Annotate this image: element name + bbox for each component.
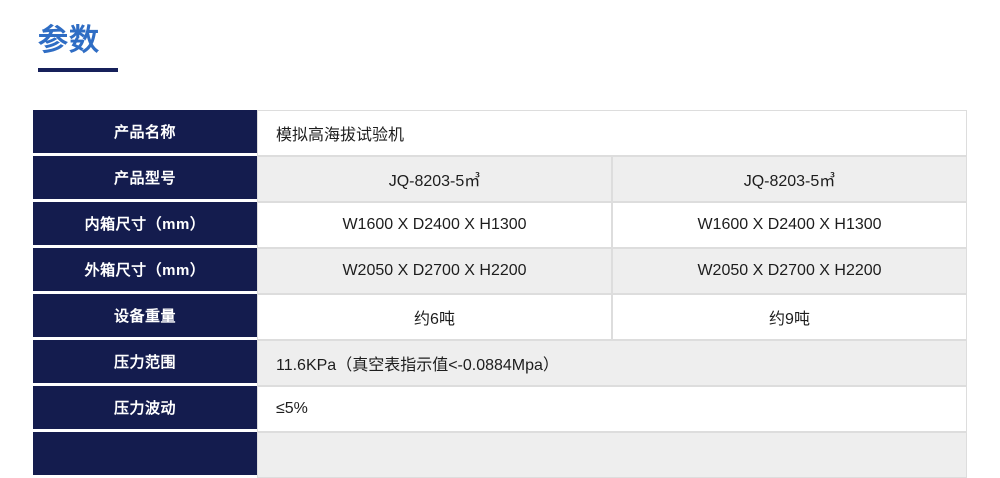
table-row: 压力范围 11.6KPa（真空表指示值<-0.0884Mpa） (33, 340, 967, 386)
row-value: ≤5% (257, 386, 967, 432)
table-row: 设备重量 约6吨 约9吨 (33, 294, 967, 340)
row-value: 模拟高海拔试验机 (257, 110, 967, 156)
row-label: 压力波动 (33, 386, 257, 432)
row-value: 11.6KPa（真空表指示值<-0.0884Mpa） (257, 340, 967, 386)
row-label: 内箱尺寸（mm） (33, 202, 257, 248)
row-label: 产品型号 (33, 156, 257, 202)
row-value: 约9吨 (612, 294, 967, 340)
row-label: 压力范围 (33, 340, 257, 386)
table-row: 内箱尺寸（mm） W1600 X D2400 X H1300 W1600 X D24… (33, 202, 967, 248)
row-value: W1600 X D2400 X H1300 (612, 202, 967, 248)
title-underline (38, 68, 118, 72)
row-value: W2050 X D2700 X H2200 (257, 248, 612, 294)
row-value (257, 432, 967, 478)
parameters-table-container: 产品名称 模拟高海拔试验机 产品型号 JQ-8203-5㎥ JQ-8203-5㎥ 内箱尺寸… (33, 110, 967, 478)
page-title: 参数 (38, 24, 100, 57)
row-value: JQ-8203-5㎥ (612, 156, 967, 202)
row-value: W1600 X D2400 X H1300 (257, 202, 612, 248)
table-row: 产品型号 JQ-8203-5㎥ JQ-8203-5㎥ (33, 156, 967, 202)
row-label: 设备重量 (33, 294, 257, 340)
row-value: W2050 X D2700 X H2200 (612, 248, 967, 294)
row-value: 约6吨 (257, 294, 612, 340)
section-header: 参数 (38, 22, 438, 72)
row-value: JQ-8203-5㎥ (257, 156, 612, 202)
row-label (33, 432, 257, 478)
table-row (33, 432, 967, 478)
row-label: 产品名称 (33, 110, 257, 156)
table-row: 外箱尺寸（mm） W2050 X D2700 X H2200 W2050 X D27… (33, 248, 967, 294)
parameters-table: 产品名称 模拟高海拔试验机 产品型号 JQ-8203-5㎥ JQ-8203-5㎥ 内箱尺寸… (33, 110, 967, 478)
table-row: 压力波动 ≤5% (33, 386, 967, 432)
row-label: 外箱尺寸（mm） (33, 248, 257, 294)
table-row: 产品名称 模拟高海拔试验机 (33, 110, 967, 156)
